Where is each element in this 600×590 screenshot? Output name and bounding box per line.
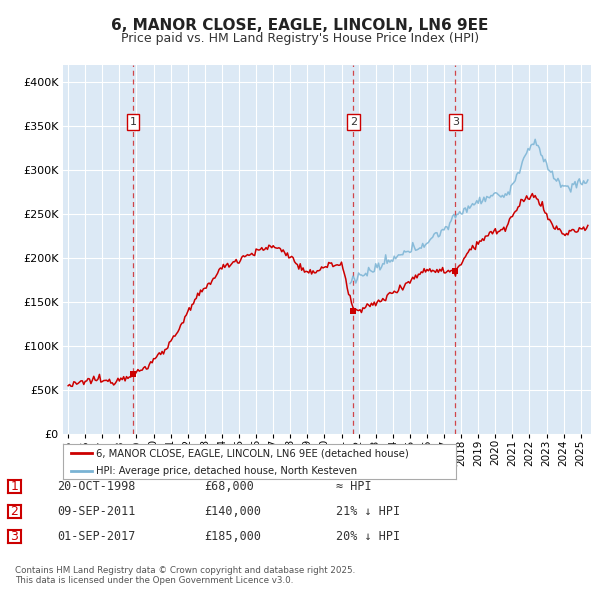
Text: 1: 1	[10, 480, 19, 493]
Text: 1: 1	[130, 117, 136, 127]
Text: 3: 3	[10, 530, 19, 543]
Text: Price paid vs. HM Land Registry's House Price Index (HPI): Price paid vs. HM Land Registry's House …	[121, 32, 479, 45]
Text: 6, MANOR CLOSE, EAGLE, LINCOLN, LN6 9EE: 6, MANOR CLOSE, EAGLE, LINCOLN, LN6 9EE	[112, 18, 488, 33]
Text: 2: 2	[10, 505, 19, 518]
Text: 20-OCT-1998: 20-OCT-1998	[57, 480, 136, 493]
Text: £68,000: £68,000	[204, 480, 254, 493]
Text: 01-SEP-2017: 01-SEP-2017	[57, 530, 136, 543]
Text: £140,000: £140,000	[204, 505, 261, 518]
Text: ≈ HPI: ≈ HPI	[336, 480, 371, 493]
Text: HPI: Average price, detached house, North Kesteven: HPI: Average price, detached house, Nort…	[97, 466, 358, 476]
Text: 2: 2	[350, 117, 357, 127]
Text: 09-SEP-2011: 09-SEP-2011	[57, 505, 136, 518]
Text: 3: 3	[452, 117, 459, 127]
Text: Contains HM Land Registry data © Crown copyright and database right 2025.
This d: Contains HM Land Registry data © Crown c…	[15, 566, 355, 585]
Text: £185,000: £185,000	[204, 530, 261, 543]
Text: 6, MANOR CLOSE, EAGLE, LINCOLN, LN6 9EE (detached house): 6, MANOR CLOSE, EAGLE, LINCOLN, LN6 9EE …	[97, 448, 409, 458]
Text: 21% ↓ HPI: 21% ↓ HPI	[336, 505, 400, 518]
Text: 20% ↓ HPI: 20% ↓ HPI	[336, 530, 400, 543]
